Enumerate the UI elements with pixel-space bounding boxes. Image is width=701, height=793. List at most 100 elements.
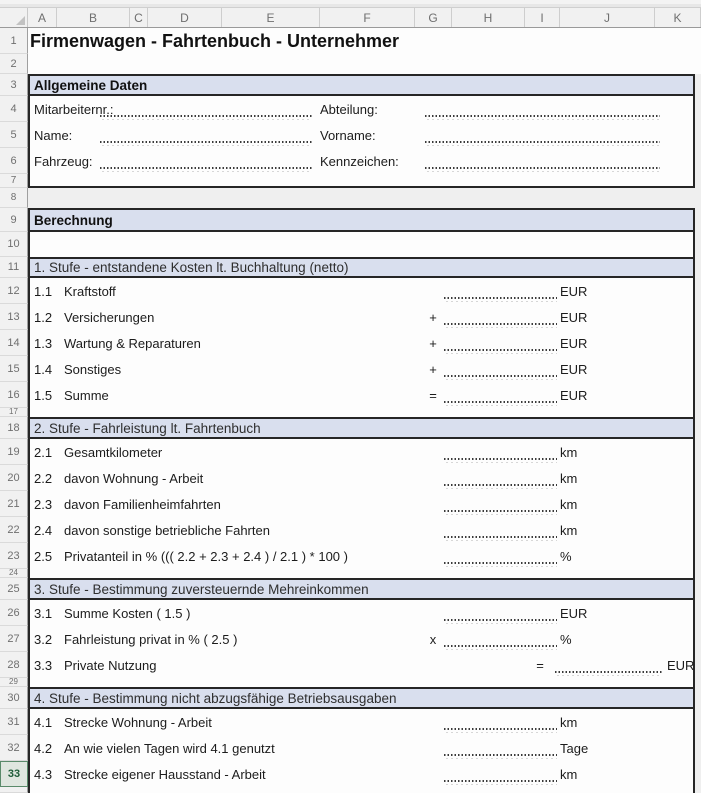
row-header-29[interactable]: 29 (0, 678, 28, 687)
name-field[interactable] (100, 141, 312, 147)
row-header-28[interactable]: 28 (0, 652, 28, 678)
row-header-22[interactable]: 22 (0, 517, 28, 543)
column-header-k[interactable]: K (655, 8, 701, 27)
column-header-h[interactable]: H (452, 8, 525, 27)
row-header-16[interactable]: 16 (0, 382, 28, 408)
summe-kosten-field[interactable] (444, 619, 557, 625)
column-header-i[interactable]: I (525, 8, 560, 27)
unit-label: EUR (560, 361, 588, 377)
table-row: 19 2.1 Gesamtkilometer km (0, 439, 701, 465)
row-header-27[interactable]: 27 (0, 626, 28, 652)
kraftstoff-field[interactable] (444, 297, 557, 303)
unit-label: EUR (560, 283, 588, 299)
table-row: 3 Allgemeine Daten (0, 74, 701, 96)
row-header-25[interactable]: 25 (0, 578, 28, 600)
row-header-33[interactable]: 33 (0, 761, 28, 787)
versicherungen-field[interactable] (444, 323, 557, 329)
column-header-a[interactable]: A (28, 8, 57, 27)
row-header-19[interactable]: 19 (0, 439, 28, 465)
item-number: 3.3 (34, 657, 53, 673)
vorname-field[interactable] (425, 141, 660, 147)
row-header-18[interactable]: 18 (0, 417, 28, 439)
column-header-g[interactable]: G (415, 8, 452, 27)
table-row: 12 1.1 Kraftstoff EUR (0, 278, 701, 304)
row-header-20[interactable]: 20 (0, 465, 28, 491)
column-header-f[interactable]: F (320, 8, 415, 27)
top-strip (0, 0, 701, 8)
row-header-31[interactable]: 31 (0, 709, 28, 735)
row-header-12[interactable]: 12 (0, 278, 28, 304)
wohnung-arbeit-field[interactable] (444, 484, 557, 490)
column-header-b[interactable]: B (57, 8, 130, 27)
row-header-6[interactable]: 6 (0, 148, 28, 174)
row-header-8[interactable]: 8 (0, 188, 28, 208)
summe-field[interactable] (444, 401, 557, 407)
item-number: 3.2 (34, 631, 53, 647)
tage-genutzt-field[interactable] (444, 754, 557, 760)
row-header-5[interactable]: 5 (0, 122, 28, 148)
row-header-17[interactable]: 17 (0, 408, 28, 417)
sonstiges-field[interactable] (444, 375, 557, 381)
row-header-24[interactable]: 24 (0, 569, 28, 578)
fahrleistung-privat-field[interactable] (444, 645, 557, 651)
row-header-21[interactable]: 21 (0, 491, 28, 517)
mitarbeiternr-field[interactable] (100, 115, 312, 121)
item-number: 2.3 (34, 496, 53, 512)
familienheimfahrten-field[interactable] (444, 510, 557, 516)
item-number: 1.4 (34, 361, 53, 377)
gesamtkilometer-field[interactable] (444, 458, 557, 464)
row-header-14[interactable]: 14 (0, 330, 28, 356)
abteilung-label: Abteilung: (320, 101, 378, 117)
row-header-3[interactable]: 3 (0, 74, 28, 96)
privatanteil-field[interactable] (444, 562, 557, 568)
row-header-13[interactable]: 13 (0, 304, 28, 330)
strecke-wohnung-arbeit-field[interactable] (444, 728, 557, 734)
wartung-field[interactable] (444, 349, 557, 355)
table-row: 13 1.2 Versicherungen + EUR (0, 304, 701, 330)
mitarbeiternr-label: Mitarbeiternr.: (34, 101, 114, 117)
fahrzeug-field[interactable] (100, 167, 312, 173)
row-header-23[interactable]: 23 (0, 543, 28, 569)
column-header-j[interactable]: J (560, 8, 655, 27)
item-label: Summe Kosten ( 1.5 ) (64, 605, 191, 621)
table-row: 31 4.1 Strecke Wohnung - Arbeit km (0, 709, 701, 735)
section-header-stufe-1: 1. Stufe - entstandene Kosten lt. Buchha… (28, 257, 695, 278)
row-header-10[interactable]: 10 (0, 232, 28, 257)
item-label: An wie vielen Tagen wird 4.1 genutzt (64, 740, 275, 756)
column-header-c[interactable]: C (130, 8, 148, 27)
table-row: 15 1.4 Sonstiges + EUR (0, 356, 701, 382)
row-header-30[interactable]: 30 (0, 687, 28, 709)
item-number: 1.2 (34, 309, 53, 325)
item-number: 2.5 (34, 548, 53, 564)
item-label: Strecke eigener Hausstand - Arbeit (64, 766, 266, 782)
section-header-stufe-3: 3. Stufe - Bestimmung zuversteuernde Meh… (28, 578, 695, 600)
row-header-15[interactable]: 15 (0, 356, 28, 382)
table-row: 25 3. Stufe - Bestimmung zuversteuernde … (0, 578, 701, 600)
row-header-11[interactable]: 11 (0, 257, 28, 278)
row-header-9[interactable]: 9 (0, 208, 28, 232)
section-header-stufe-2: 2. Stufe - Fahrleistung lt. Fahrtenbuch (28, 417, 695, 439)
item-number: 1.5 (34, 387, 53, 403)
select-all-corner[interactable] (0, 8, 28, 27)
item-number: 2.2 (34, 470, 53, 486)
row-header-1[interactable]: 1 (0, 28, 28, 54)
kennzeichen-field[interactable] (425, 167, 660, 173)
column-header-e[interactable]: E (222, 8, 320, 27)
row-header-4[interactable]: 4 (0, 96, 28, 122)
row-header-2[interactable]: 2 (0, 54, 28, 74)
betriebliche-fahrten-field[interactable] (444, 536, 557, 542)
row-header-7[interactable]: 7 (0, 174, 28, 188)
hausstand-arbeit-field[interactable] (444, 780, 557, 786)
operator: + (429, 309, 437, 325)
abteilung-field[interactable] (425, 115, 660, 121)
corner-triangle-icon (16, 16, 25, 25)
row-header-32[interactable]: 32 (0, 735, 28, 761)
item-number: 4.2 (34, 740, 53, 756)
section-header-berechnung: Berechnung (28, 208, 695, 232)
column-header-d[interactable]: D (148, 8, 222, 27)
item-label: Kraftstoff (64, 283, 116, 299)
fahrzeug-label: Fahrzeug: (34, 153, 93, 169)
row-header-26[interactable]: 26 (0, 600, 28, 626)
private-nutzung-field[interactable] (555, 671, 662, 677)
